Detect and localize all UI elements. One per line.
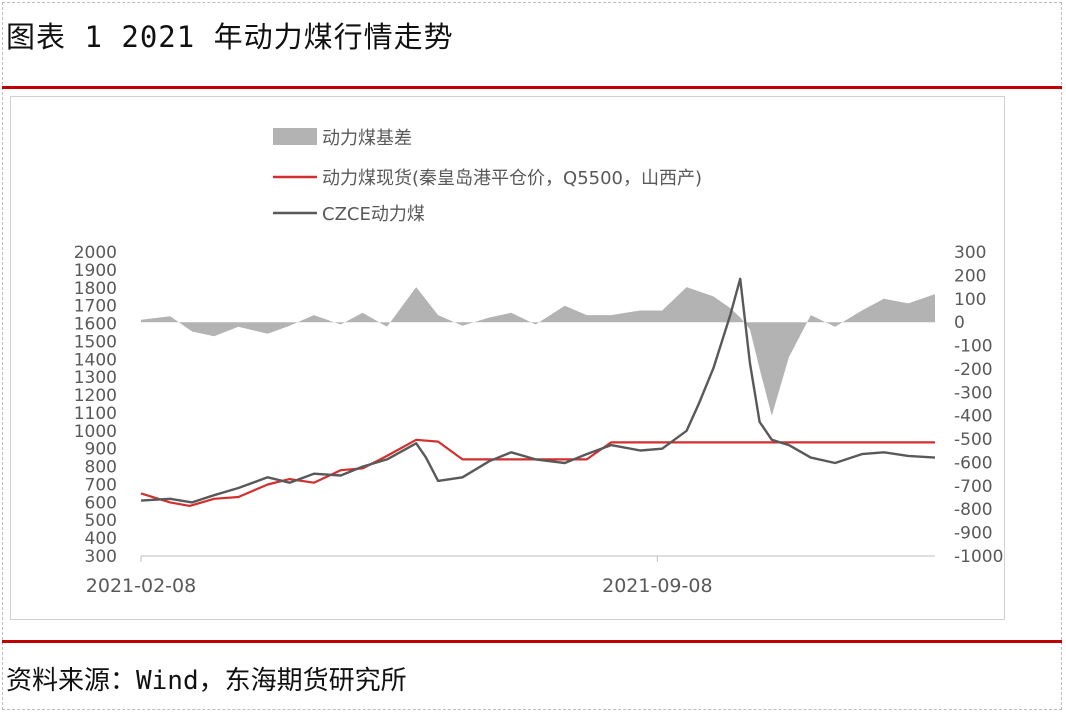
x-tick-label: 2021-09-08 bbox=[602, 575, 712, 597]
figure-title: 图表 1 2021 年动力煤行情走势 bbox=[6, 20, 454, 54]
plot-area bbox=[140, 277, 936, 507]
chart-area bbox=[10, 96, 1005, 620]
y-right-tick: -900 bbox=[954, 524, 993, 544]
y-left-tick: 400 bbox=[85, 529, 117, 549]
legend-label: CZCE动力煤 bbox=[322, 204, 425, 225]
legend-label: 动力煤现货(秦皇岛港平仓价，Q5500，山西产) bbox=[322, 168, 702, 189]
y-left-tick: 700 bbox=[85, 475, 117, 495]
y-right-tick: -200 bbox=[954, 360, 993, 380]
series-czce-line bbox=[140, 277, 936, 504]
y-right-tick: -800 bbox=[954, 500, 993, 520]
y-right-tick: -300 bbox=[954, 383, 993, 403]
source-note: 资料来源：Wind，东海期货研究所 bbox=[6, 666, 407, 696]
top-rule bbox=[2, 86, 1062, 89]
series-spot-line bbox=[140, 438, 935, 507]
axes: 2000190018001700160015001400130012001100… bbox=[74, 243, 1004, 597]
bottom-rule bbox=[2, 640, 1062, 643]
y-right-tick: -400 bbox=[954, 407, 993, 427]
y-right-tick: -1000 bbox=[954, 547, 1003, 567]
y-right-tick: -700 bbox=[954, 477, 993, 497]
y-right-tick: -100 bbox=[954, 337, 993, 357]
y-left-tick: 1500 bbox=[74, 332, 117, 352]
y-left-tick: 1200 bbox=[74, 386, 117, 406]
y-left-tick: 1000 bbox=[74, 422, 117, 442]
y-right-tick: 300 bbox=[954, 243, 986, 263]
series-basis-area bbox=[141, 287, 935, 416]
y-left-tick: 500 bbox=[85, 511, 117, 531]
y-left-tick: 600 bbox=[85, 493, 117, 513]
y-left-tick: 1900 bbox=[74, 261, 117, 281]
y-left-tick: 1300 bbox=[74, 368, 117, 388]
y-left-tick: 800 bbox=[85, 458, 117, 478]
y-left-tick: 1800 bbox=[74, 279, 117, 299]
x-tick-label: 2021-02-08 bbox=[86, 575, 196, 597]
legend-swatch-basis bbox=[273, 128, 317, 145]
y-right-tick: -600 bbox=[954, 453, 993, 473]
y-left-tick: 1100 bbox=[74, 404, 117, 424]
y-left-tick: 2000 bbox=[74, 243, 117, 263]
y-right-tick: -500 bbox=[954, 430, 993, 450]
y-right-tick: 100 bbox=[954, 290, 986, 310]
legend-label: 动力煤基差 bbox=[322, 128, 412, 149]
y-left-tick: 900 bbox=[85, 440, 117, 460]
y-right-tick: 200 bbox=[954, 266, 986, 286]
y-right-tick: 0 bbox=[954, 313, 965, 333]
y-left-tick: 1700 bbox=[74, 297, 117, 317]
y-left-tick: 1600 bbox=[74, 315, 117, 335]
y-left-tick: 1400 bbox=[74, 350, 117, 370]
y-left-tick: 300 bbox=[85, 547, 117, 567]
